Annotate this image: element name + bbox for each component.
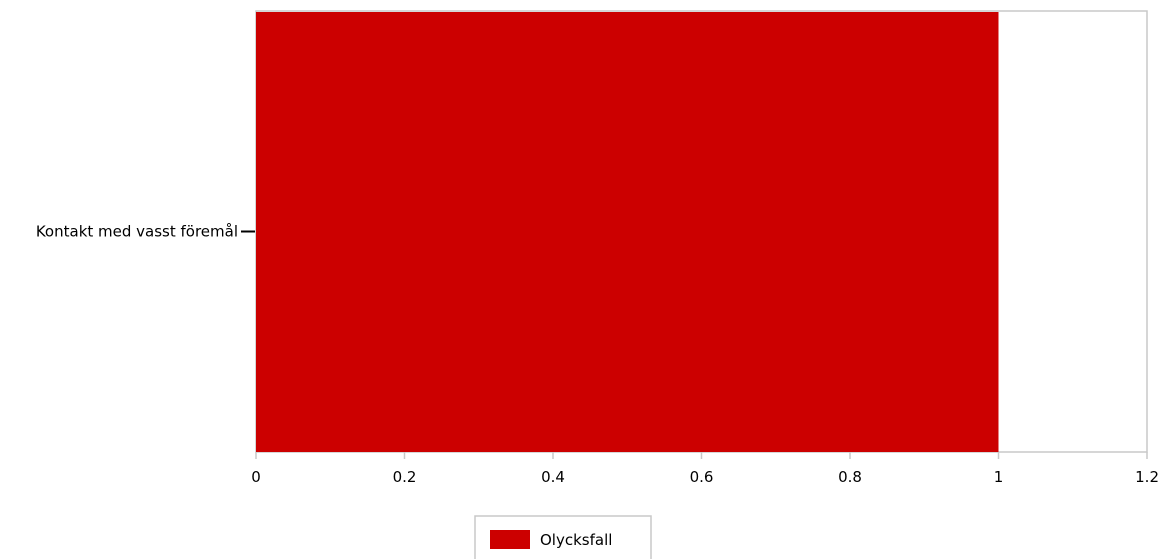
bar-1-1 bbox=[256, 12, 999, 452]
x-tick-label: 1.2 bbox=[1135, 468, 1159, 486]
x-axis: 0 0.2 0.4 0.6 0.8 1 1.2 bbox=[251, 452, 1159, 486]
legend: Olycksfall bbox=[474, 515, 652, 559]
x-tick-label: 1 bbox=[994, 468, 1004, 486]
x-tick-label: 0.8 bbox=[838, 468, 862, 486]
legend-swatch bbox=[490, 530, 530, 549]
x-tick-label: 0.6 bbox=[690, 468, 714, 486]
bar-series bbox=[256, 12, 999, 452]
y-axis: Kontakt med vasst föremål bbox=[36, 223, 255, 241]
x-tick-label: 0 bbox=[251, 468, 261, 486]
x-tick-label: 0.2 bbox=[393, 468, 417, 486]
legend-label: Olycksfall bbox=[540, 531, 612, 549]
category-label: Kontakt med vasst föremål bbox=[36, 223, 238, 241]
x-tick-label: 0.4 bbox=[541, 468, 565, 486]
